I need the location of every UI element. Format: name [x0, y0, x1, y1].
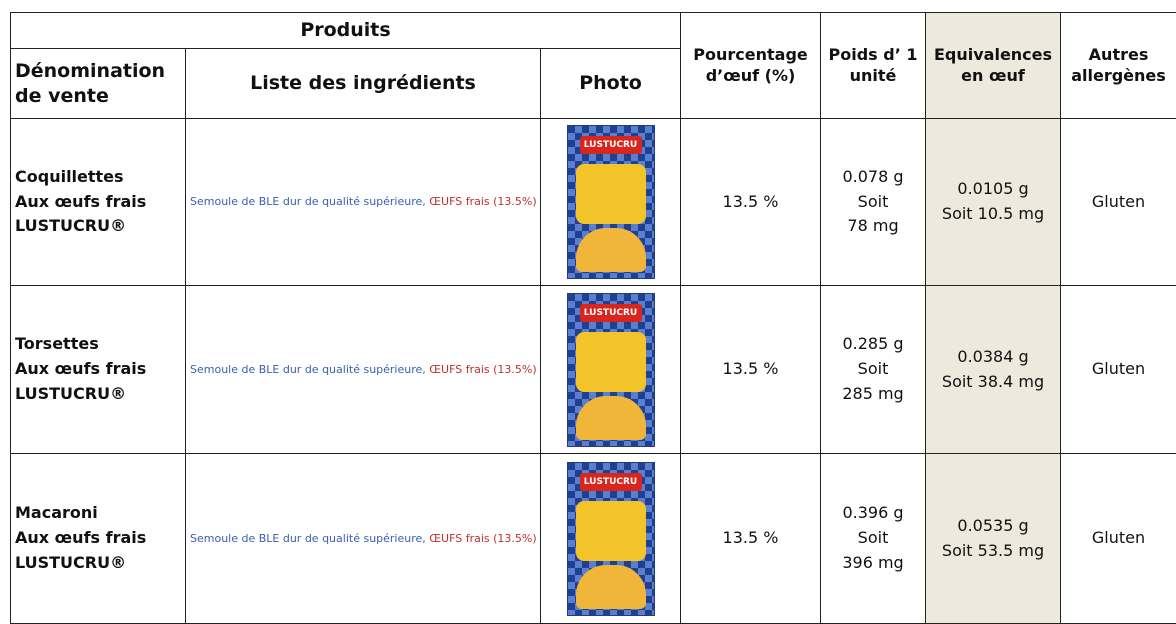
photo: LUSTUCRU [541, 119, 681, 286]
photo: LUSTUCRU [541, 454, 681, 624]
header-line: Autres [1065, 45, 1172, 66]
name-line: Macaroni [15, 501, 181, 526]
product-box: LUSTUCRU [567, 462, 655, 616]
weight-line: 285 mg [825, 382, 921, 407]
name-line: LUSTUCRU® [15, 214, 181, 239]
box-brand: LUSTUCRU [580, 136, 642, 154]
weight-line: Soit [825, 526, 921, 551]
equivalence-line: Soit 38.4 mg [930, 370, 1056, 395]
percentage: 13.5 % [681, 454, 821, 624]
percentage: 13.5 % [681, 119, 821, 286]
header-photo: Photo [541, 49, 681, 119]
box-pasta [576, 396, 646, 440]
header-line: Dénomination [15, 59, 181, 84]
photo: LUSTUCRU [541, 286, 681, 454]
name-line: Aux œufs frais [15, 190, 181, 215]
equivalence-line: 0.0535 g [930, 514, 1056, 539]
equivalence-line: Soit 10.5 mg [930, 202, 1056, 227]
header-line: en œuf [930, 66, 1056, 87]
page: Produits Pourcentaged’œuf (%) Poids d’ 1… [0, 0, 1176, 623]
header-line: de vente [15, 84, 181, 109]
header-line: d’œuf (%) [685, 66, 816, 87]
ingredients-egg: ŒUFS frais (13.5%) [429, 532, 536, 545]
weight-line: 0.396 g [825, 501, 921, 526]
allergens: Gluten [1061, 119, 1176, 286]
equivalence-line: 0.0105 g [930, 177, 1056, 202]
weight-line: 0.285 g [825, 332, 921, 357]
box-pasta [576, 565, 646, 609]
allergens: Gluten [1061, 454, 1176, 624]
box-brand: LUSTUCRU [580, 304, 642, 322]
header-products: Produits [11, 13, 681, 49]
box-pasta [576, 228, 646, 272]
product-box: LUSTUCRU [567, 293, 655, 447]
header-line: Pourcentage [685, 45, 816, 66]
ingredients-egg: ŒUFS frais (13.5%) [429, 195, 536, 208]
name-line: Coquillettes [15, 165, 181, 190]
percentage: 13.5 % [681, 286, 821, 454]
name-line: LUSTUCRU® [15, 382, 181, 407]
weight-line: Soit [825, 357, 921, 382]
name-line: Aux œufs frais [15, 526, 181, 551]
box-egg [576, 164, 646, 224]
allergens: Gluten [1061, 286, 1176, 454]
ingredients-base: Semoule de BLE dur de qualité supérieure… [190, 195, 429, 208]
weight-line: Soit [825, 190, 921, 215]
header-line: Poids d’ 1 [825, 45, 921, 66]
name-line: LUSTUCRU® [15, 551, 181, 576]
name-line: Aux œufs frais [15, 357, 181, 382]
header-line: unité [825, 66, 921, 87]
ingredients: Semoule de BLE dur de qualité supérieure… [186, 454, 541, 624]
equivalence-line: 0.0384 g [930, 345, 1056, 370]
box-egg [576, 501, 646, 561]
ingredients-base: Semoule de BLE dur de qualité supérieure… [190, 363, 429, 376]
name-line: Torsettes [15, 332, 181, 357]
ingredients-base: Semoule de BLE dur de qualité supérieure… [190, 532, 429, 545]
header-line: allergènes [1065, 66, 1172, 87]
header-line: Equivalences [930, 45, 1056, 66]
equivalence-line: Soit 53.5 mg [930, 539, 1056, 564]
box-brand: LUSTUCRU [580, 473, 642, 491]
ingredients: Semoule de BLE dur de qualité supérieure… [186, 119, 541, 286]
header-ingredients: Liste des ingrédients [186, 49, 541, 119]
weight-line: 396 mg [825, 551, 921, 576]
weight-line: 0.078 g [825, 165, 921, 190]
product-box: LUSTUCRU [567, 125, 655, 279]
weight-line: 78 mg [825, 214, 921, 239]
ingredients: Semoule de BLE dur de qualité supérieure… [186, 286, 541, 454]
ingredients-egg: ŒUFS frais (13.5%) [429, 363, 536, 376]
box-egg [576, 332, 646, 392]
